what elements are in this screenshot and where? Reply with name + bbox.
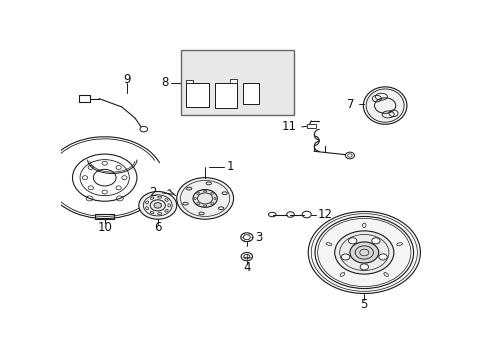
Circle shape [193,190,217,207]
Text: 4: 4 [243,261,250,274]
Circle shape [349,242,378,263]
Text: 9: 9 [123,73,131,86]
Circle shape [371,238,379,244]
Circle shape [176,177,233,219]
Bar [229,79,236,83]
Text: 3: 3 [255,231,262,244]
Circle shape [307,211,420,293]
Text: 5: 5 [360,298,367,311]
Bar [243,84,259,104]
Ellipse shape [363,87,406,124]
Text: 12: 12 [317,208,332,221]
Circle shape [154,203,161,208]
Bar [186,84,208,107]
Text: 11: 11 [281,120,296,134]
Bar [180,50,294,115]
Bar [186,80,193,84]
Bar [214,83,236,108]
Text: 2: 2 [149,186,156,199]
Circle shape [334,231,393,274]
Circle shape [359,264,368,270]
Circle shape [139,192,176,219]
Text: 7: 7 [346,98,353,111]
Bar [79,95,89,102]
Text: 10: 10 [97,221,112,234]
Circle shape [378,254,386,260]
Bar [306,125,316,128]
Text: 6: 6 [154,221,161,234]
Text: 8: 8 [161,76,168,89]
Text: 1: 1 [226,160,234,173]
Circle shape [348,238,356,244]
Circle shape [341,254,349,260]
